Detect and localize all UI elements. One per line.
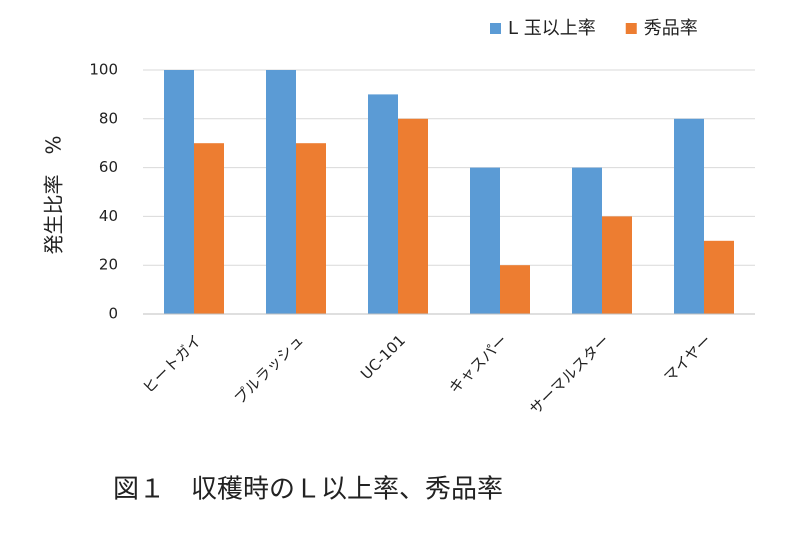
y-tick-label: 80	[99, 109, 118, 127]
bar	[704, 240, 734, 314]
x-tick-label: マイヤー	[660, 331, 715, 386]
y-tick-label: 100	[89, 61, 118, 79]
y-axis-label: 発生比率 %	[42, 135, 66, 254]
legend-swatch	[625, 23, 637, 34]
bar	[500, 265, 530, 314]
x-tick-label: ヒートガイ	[139, 331, 205, 397]
legend-swatch	[490, 23, 501, 34]
y-tick-label: 0	[108, 305, 118, 323]
x-tick-label: プルラッシュ	[231, 331, 307, 407]
x-tick-label: UC-101	[357, 331, 409, 383]
y-tick-label: 40	[99, 207, 118, 225]
bar	[470, 167, 500, 314]
y-tick-label: 20	[99, 256, 118, 274]
legend-label: 秀品率	[644, 18, 698, 39]
bar	[194, 143, 224, 314]
legend-label: L 玉以上率	[508, 18, 596, 39]
bar	[266, 70, 296, 314]
bar	[572, 167, 602, 314]
bar	[296, 143, 326, 314]
y-tick-label: 60	[99, 158, 118, 176]
x-tick-label: サーマルスター	[526, 331, 613, 418]
bar	[368, 94, 398, 315]
bar	[398, 118, 428, 314]
bar	[602, 216, 632, 314]
caption: 図１ 収穫時のＬ以上率、秀品率	[113, 475, 503, 505]
bar	[674, 118, 704, 314]
x-tick-label: キャスパー	[445, 331, 511, 397]
bar	[164, 70, 194, 314]
